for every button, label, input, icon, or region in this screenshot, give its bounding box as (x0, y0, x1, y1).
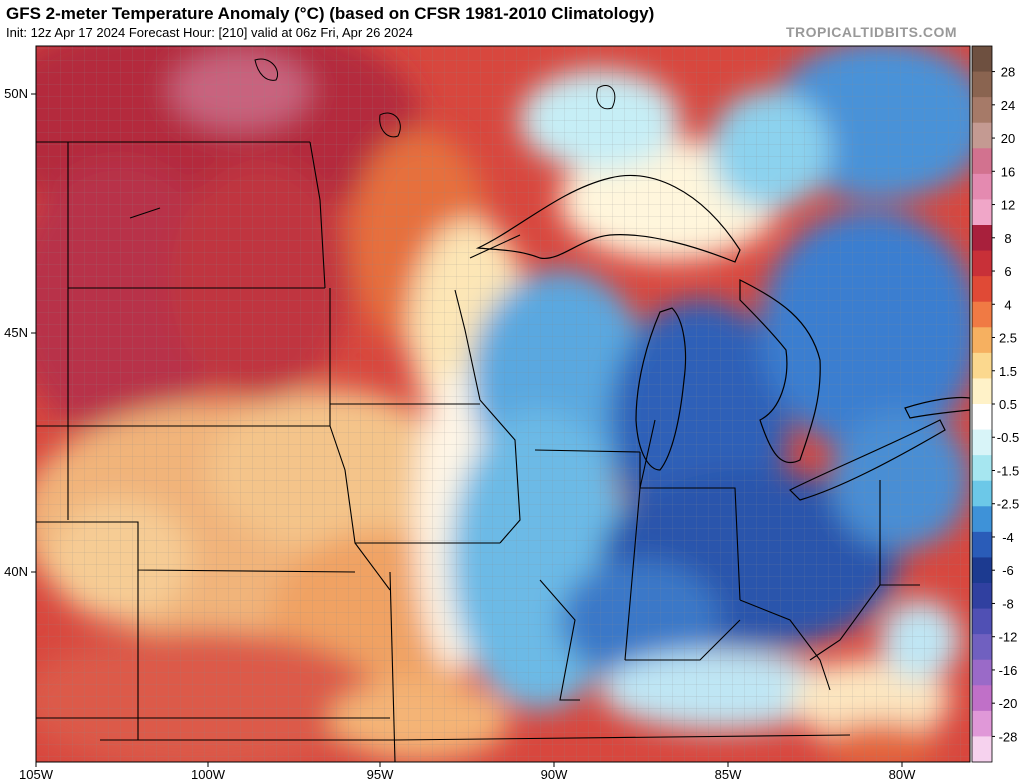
colorbar-label: -16 (999, 663, 1018, 678)
colorbar-swatch (972, 531, 992, 558)
colorbar-label: -4 (1002, 530, 1014, 545)
colorbar-label: 6 (1004, 264, 1011, 279)
colorbar-swatch (972, 480, 992, 507)
colorbar-swatch (972, 506, 992, 533)
colorbar-swatch (972, 378, 992, 405)
colorbar-swatch (972, 301, 992, 328)
lon-label-80w: 80W (889, 767, 916, 782)
colorbar-label: 4 (1004, 297, 1011, 312)
colorbar-label: -0.5 (997, 430, 1019, 445)
great-lakes-outline (475, 174, 970, 501)
anomaly-field (36, 46, 970, 762)
colorbar-swatch (972, 46, 992, 73)
colorbar-swatch (972, 71, 992, 98)
lon-label-85w: 85W (715, 767, 742, 782)
colorbar-swatch (972, 634, 992, 661)
lon-label-90w: 90W (541, 767, 568, 782)
colorbar-swatch (972, 276, 992, 303)
brand-watermark: TROPICALTIDBITS.COM (786, 24, 958, 40)
colorbar-swatch (972, 173, 992, 200)
latitude-ticks: 50N 45N 40N (4, 86, 36, 579)
colorbar-label: 24 (1001, 98, 1015, 113)
colorbar: 28 24 20 16 12 8 6 4 2.5 1.5 0.5 -0.5 -1.5 -2.5 -4 -6 -8… (971, 45, 1019, 763)
colorbar-label: 1.5 (999, 364, 1017, 379)
lat-label-45n: 45N (4, 325, 28, 340)
colorbar-label: -20 (999, 696, 1018, 711)
colorbar-swatch (972, 327, 992, 354)
colorbar-label: 8 (1004, 231, 1011, 246)
map-title: GFS 2-meter Temperature Anomaly (°C) (ba… (6, 4, 655, 23)
colorbar-swatch (972, 122, 992, 149)
colorbar-swatch (972, 659, 992, 686)
colorbar-swatch (972, 97, 992, 124)
colorbar-swatch (972, 225, 992, 252)
colorbar-label: 20 (1001, 131, 1015, 146)
colorbar-swatch (972, 583, 992, 610)
colorbar-label: -6 (1002, 563, 1014, 578)
colorbar-swatch (972, 608, 992, 635)
lon-label-95w: 95W (367, 767, 394, 782)
colorbar-label: -1.5 (997, 463, 1019, 478)
lat-label-50n: 50N (4, 86, 28, 101)
longitude-ticks: 105W 100W 95W 90W 85W 80W (19, 762, 916, 782)
colorbar-swatch (972, 685, 992, 712)
lon-label-105w: 105W (19, 767, 54, 782)
colorbar-label: 28 (1001, 65, 1015, 80)
colorbar-label: -12 (999, 630, 1018, 645)
colorbar-swatch (972, 455, 992, 482)
colorbar-swatch (972, 199, 992, 226)
colorbar-label: 0.5 (999, 397, 1017, 412)
colorbar-swatch (972, 736, 992, 763)
colorbar-label: -8 (1002, 596, 1014, 611)
lat-label-40n: 40N (4, 564, 28, 579)
state-boundaries (36, 141, 920, 762)
map-frame (35, 45, 971, 763)
colorbar-label: 12 (1001, 198, 1015, 213)
colorbar-swatch (972, 250, 992, 277)
colorbar-label: 16 (1001, 164, 1015, 179)
colorbar-label: 2.5 (999, 331, 1017, 346)
colorbar-label: -28 (999, 729, 1018, 744)
colorbar-swatch (972, 429, 992, 456)
colorbar-swatch (972, 557, 992, 584)
colorbar-swatch (972, 352, 992, 379)
colorbar-label: -2.5 (997, 497, 1019, 512)
map-subtitle: Init: 12z Apr 17 2024 Forecast Hour: [21… (6, 25, 413, 40)
colorbar-swatch (972, 148, 992, 175)
lon-label-100w: 100W (191, 767, 226, 782)
colorbar-swatch (972, 710, 992, 737)
colorbar-swatch (972, 404, 992, 431)
